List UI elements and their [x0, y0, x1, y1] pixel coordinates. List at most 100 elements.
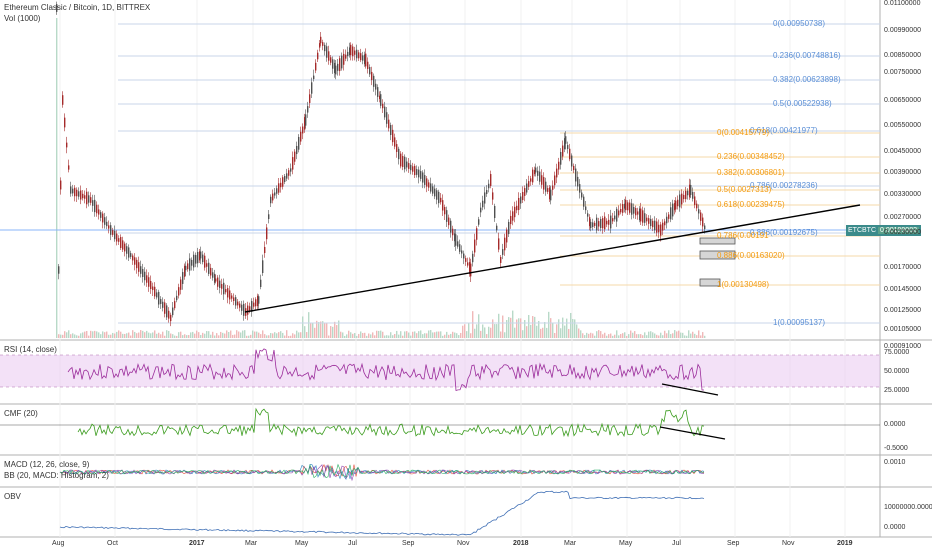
volume-bars	[56, 18, 706, 338]
volume-bar	[108, 334, 110, 338]
volume-bar	[382, 331, 384, 338]
volume-bar	[598, 330, 600, 338]
candle-body	[666, 216, 668, 224]
volume-bar	[210, 334, 212, 338]
candle-body	[704, 225, 706, 230]
candle-body	[406, 161, 408, 168]
volume-bar	[224, 333, 226, 338]
volume-bar	[92, 331, 94, 338]
volume-bar	[500, 331, 502, 338]
volume-bar	[240, 332, 242, 338]
candle-body	[694, 196, 696, 205]
volume-bar	[252, 330, 254, 338]
candle-body	[502, 249, 504, 255]
price-tick-label: 0.00550000	[884, 122, 921, 129]
volume-bar	[256, 331, 258, 338]
candle-body	[276, 188, 278, 194]
candle-body	[185, 265, 187, 271]
candle-body	[268, 214, 270, 220]
candle-body	[418, 169, 420, 178]
candle-body	[455, 234, 457, 246]
candle-body	[379, 95, 381, 99]
volume-bar	[334, 321, 336, 338]
candle-body	[311, 82, 313, 94]
volume-bar	[502, 315, 504, 338]
price-label: 0.00199082	[878, 227, 919, 234]
time-tick-label: May	[619, 540, 633, 547]
volume-bar	[264, 334, 266, 338]
candle-body	[616, 208, 618, 222]
candle-body	[150, 280, 152, 290]
candle-body	[309, 94, 311, 103]
volume-bar	[694, 333, 696, 338]
candle-body	[92, 200, 94, 206]
candle-body	[390, 124, 392, 136]
volume-bar	[70, 334, 72, 338]
time-tick-label: 2018	[513, 540, 529, 547]
volume-bar	[274, 332, 276, 338]
volume-bar	[634, 331, 636, 338]
volume-bar	[394, 333, 396, 338]
volume-bar	[578, 328, 580, 338]
volume-bar	[338, 320, 340, 338]
volume-bar	[588, 333, 590, 338]
projection-box	[699, 250, 736, 260]
volume-bar	[154, 330, 156, 338]
volume-bar	[168, 330, 170, 338]
candle-body	[158, 291, 160, 305]
candle-body	[446, 210, 448, 222]
volume-bar	[592, 333, 594, 338]
volume-bar	[316, 320, 318, 338]
volume-bar	[278, 332, 280, 338]
candle-body	[116, 233, 118, 242]
fib-orange-label: 0.236(0.00348452)	[717, 152, 785, 161]
volume-bar	[314, 327, 316, 338]
time-tick-label: Mar	[245, 540, 258, 547]
candle-body	[294, 151, 296, 162]
candle-body	[457, 241, 459, 247]
candle-body	[174, 301, 176, 309]
price-tick-label: 0.00330000	[884, 191, 921, 198]
candle-body	[608, 219, 610, 225]
price-tick-label: 0.00270000	[884, 214, 921, 221]
candle-body	[367, 61, 369, 69]
volume-bar	[364, 332, 366, 338]
volume-bar	[262, 330, 264, 338]
candle-body	[541, 175, 543, 185]
volume-bar	[618, 335, 620, 338]
volume-bar	[358, 333, 360, 338]
volume-bar	[178, 332, 180, 338]
volume-bar	[176, 335, 178, 338]
volume-bar	[208, 331, 210, 338]
volume-bar	[200, 334, 202, 338]
candle-body	[392, 129, 394, 143]
volume-bar	[504, 332, 506, 338]
volume-bar	[380, 330, 382, 338]
candle-body	[233, 297, 235, 301]
volume-bar	[170, 333, 172, 338]
candle-body	[280, 182, 282, 188]
candle-body	[526, 183, 528, 193]
volume-bar	[580, 330, 582, 338]
volume-bar	[360, 331, 362, 338]
volume-bar	[594, 335, 596, 338]
candle-body	[532, 169, 534, 183]
fib-orange-label: 1(0.00130498)	[717, 280, 770, 289]
candle-body	[596, 217, 598, 231]
volume-bar	[58, 334, 60, 338]
volume-bar	[678, 330, 680, 338]
cmf-pane	[0, 407, 880, 440]
volume-bar	[308, 312, 310, 338]
price-tick-label: 0.00230000	[884, 229, 921, 236]
trendlines	[244, 204, 861, 313]
candle-body	[257, 295, 259, 307]
fib-blue-label: 0.382(0.00623898)	[773, 75, 841, 84]
candle-body	[304, 117, 306, 130]
candle-body	[654, 220, 656, 231]
candle-body	[72, 188, 74, 194]
volume-bar	[602, 334, 604, 338]
volume-bar	[266, 335, 268, 338]
candle-body	[592, 222, 594, 227]
volume-bar	[606, 335, 608, 338]
